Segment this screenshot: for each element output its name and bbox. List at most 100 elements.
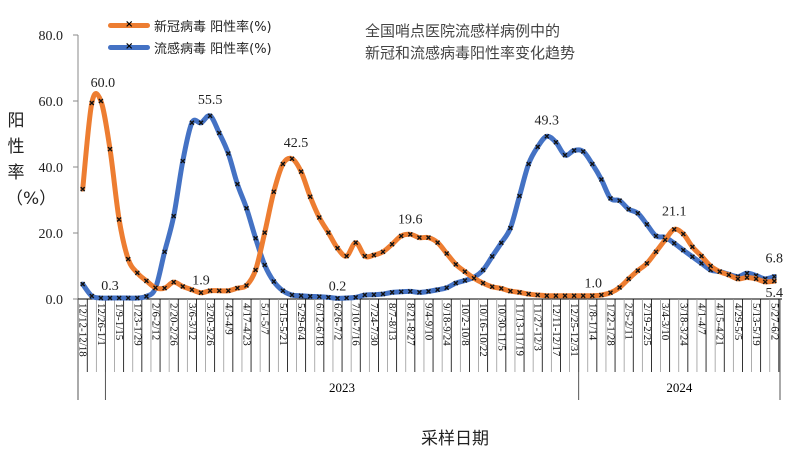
- data-point-marker-1: [116, 295, 122, 301]
- x-tick-label: 1/23-1/29: [131, 303, 143, 346]
- data-point-marker-0: [744, 275, 750, 281]
- x-tick-label: 3/20-3/26: [204, 303, 216, 346]
- data-point-marker-0: [462, 269, 468, 275]
- data-point-marker-1: [244, 205, 249, 211]
- data-point-marker-1: [671, 240, 677, 246]
- x-tick-label: 4/17-4/23: [241, 303, 253, 346]
- data-point-marker-1: [562, 152, 568, 158]
- y-tick-label: 60.0: [39, 95, 64, 110]
- data-point-marker-1: [125, 295, 131, 301]
- y-tick-label: 80.0: [39, 29, 64, 44]
- legend-item-covid: × 新冠病毒 阳性率(%): [108, 14, 272, 36]
- data-point-marker-1: [307, 293, 313, 299]
- x-tick-label: 12/12-12/18: [77, 303, 89, 357]
- data-point-marker-0: [517, 289, 522, 295]
- data-point-marker-0: [471, 275, 477, 281]
- legend: × 新冠病毒 阳性率(%) × 流感病毒 阳性率(%): [108, 14, 272, 58]
- data-point-marker-0: [389, 241, 395, 247]
- data-point-marker-0: [671, 226, 677, 232]
- data-point-marker-1: [571, 148, 577, 153]
- x-tick-label: 3/18-3/24: [677, 303, 689, 346]
- data-point-marker-0: [153, 285, 158, 291]
- data-point-marker-0: [480, 280, 486, 286]
- data-point-marker-0: [244, 282, 249, 288]
- data-point-marker-0: [325, 230, 331, 236]
- data-point-marker-1: [80, 281, 86, 287]
- data-label: 1.9: [192, 274, 210, 289]
- data-point-marker-1: [598, 177, 604, 183]
- data-point-marker-0: [617, 284, 623, 290]
- data-label: 19.6: [398, 212, 423, 227]
- data-point-marker-0: [435, 240, 441, 246]
- x-tick-label: 6/26-7/2: [332, 303, 344, 340]
- data-point-marker-1: [617, 198, 623, 204]
- data-point-marker-0: [771, 278, 777, 284]
- y-tick-label: 20.0: [39, 227, 64, 242]
- data-point-marker-0: [198, 290, 204, 296]
- data-point-marker-0: [162, 285, 168, 291]
- data-point-marker-1: [426, 288, 431, 294]
- data-point-marker-1: [626, 206, 632, 212]
- x-tick-label: 11/13-11/19: [514, 303, 526, 356]
- data-point-marker-1: [344, 295, 350, 301]
- x-tick-label: 8/7-8/13: [386, 303, 398, 341]
- data-point-marker-0: [125, 256, 131, 262]
- data-point-marker-0: [289, 156, 295, 162]
- data-point-marker-0: [498, 285, 504, 291]
- x-tick-label: 1/9-1/15: [113, 303, 125, 341]
- data-label: 55.5: [198, 93, 223, 108]
- data-point-marker-0: [598, 292, 604, 298]
- data-point-marker-1: [207, 113, 213, 119]
- x-tick-label: 2/20-2/26: [168, 303, 180, 346]
- x-tick-label: 8/21-8/27: [404, 303, 416, 346]
- data-point-marker-0: [626, 276, 632, 282]
- year-label-2024: 2024: [666, 380, 693, 395]
- data-point-marker-1: [134, 295, 140, 301]
- data-point-marker-1: [180, 158, 186, 164]
- data-point-marker-0: [507, 288, 513, 294]
- data-point-marker-0: [216, 288, 222, 294]
- data-point-marker-0: [89, 100, 95, 106]
- data-point-marker-1: [325, 294, 331, 300]
- data-point-marker-1: [271, 279, 277, 285]
- chart-title-line-1: 全国哨点医院流感样病例中的: [365, 22, 561, 40]
- data-point-marker-0: [544, 293, 550, 299]
- x-tick-label: 12/11-12/17: [550, 303, 562, 357]
- data-point-marker-0: [489, 284, 495, 290]
- x-tick-label: 9/4-9/10: [423, 303, 435, 341]
- data-point-marker-1: [389, 289, 395, 295]
- data-point-marker-1: [535, 144, 541, 150]
- data-point-marker-1: [353, 294, 359, 300]
- data-point-marker-0: [735, 276, 741, 282]
- data-point-marker-0: [180, 283, 186, 289]
- data-point-marker-1: [553, 139, 559, 145]
- data-point-marker-1: [416, 289, 422, 295]
- data-point-marker-0: [753, 276, 759, 282]
- data-point-marker-1: [771, 274, 777, 280]
- data-point-marker-0: [416, 235, 422, 241]
- data-point-marker-1: [544, 133, 550, 139]
- legend-label-flu: 流感病毒 阳性率(%): [154, 41, 272, 57]
- data-point-marker-0: [225, 288, 231, 294]
- data-label: 1.0: [584, 277, 602, 292]
- data-point-marker-1: [507, 225, 513, 231]
- data-point-marker-1: [462, 278, 468, 284]
- data-point-marker-1: [189, 120, 195, 126]
- data-point-marker-1: [143, 293, 149, 299]
- data-point-marker-1: [689, 254, 695, 260]
- x-tick-label: 4/3-4/9: [222, 303, 234, 335]
- data-point-marker-1: [171, 213, 177, 219]
- data-point-marker-1: [289, 292, 295, 298]
- data-point-marker-0: [571, 293, 577, 299]
- data-point-marker-1: [480, 267, 486, 273]
- data-point-marker-0: [98, 98, 104, 104]
- data-point-marker-0: [453, 261, 459, 267]
- x-tick-label: 5/13-5/19: [750, 303, 762, 346]
- data-point-marker-0: [362, 253, 368, 259]
- data-label: 0.2: [329, 279, 347, 294]
- data-point-marker-0: [143, 278, 149, 284]
- data-point-marker-1: [407, 288, 413, 294]
- data-point-marker-1: [398, 289, 404, 295]
- data-point-marker-0: [353, 240, 359, 246]
- data-label: 60.0: [91, 76, 116, 91]
